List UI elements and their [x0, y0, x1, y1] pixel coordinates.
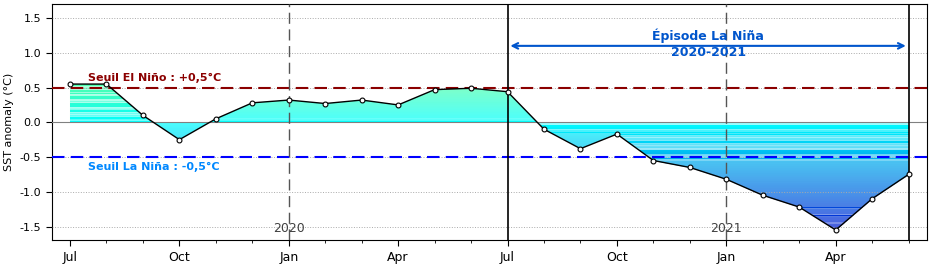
Text: 2020: 2020	[273, 222, 304, 235]
Y-axis label: SST anomaly (°C): SST anomaly (°C)	[4, 73, 14, 172]
Text: Épisode La Niña
2020-2021: Épisode La Niña 2020-2021	[652, 28, 764, 59]
Text: Seuil La Niña : -0,5°C: Seuil La Niña : -0,5°C	[88, 162, 220, 172]
Text: Seuil El Niño : +0,5°C: Seuil El Niño : +0,5°C	[88, 73, 222, 83]
Text: 2021: 2021	[710, 222, 742, 235]
